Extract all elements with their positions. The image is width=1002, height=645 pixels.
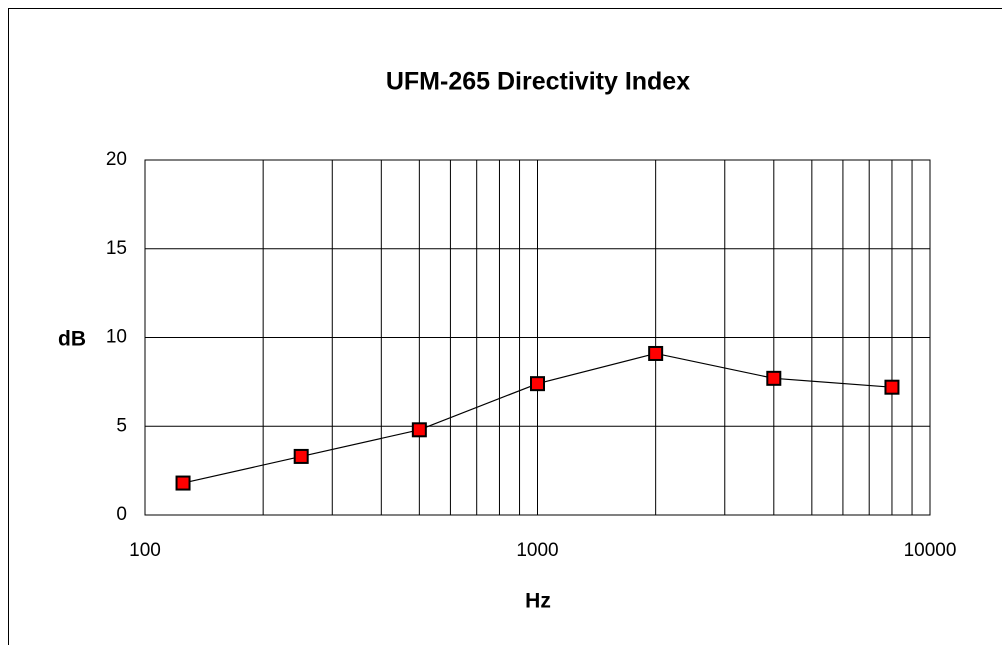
- data-point: [411, 422, 427, 438]
- x-tick-label: 10000: [904, 540, 957, 561]
- y-tick-label: 10: [106, 327, 127, 348]
- chart-title: UFM-265 Directivity Index: [386, 68, 690, 96]
- y-tick-label: 20: [106, 149, 127, 170]
- chart-frame: [8, 8, 1002, 645]
- x-tick-label: 1000: [516, 540, 558, 561]
- data-point: [530, 376, 545, 392]
- data-point: [766, 370, 782, 386]
- y-tick-label: 5: [116, 415, 127, 436]
- data-point: [175, 475, 191, 491]
- x-axis-label: Hz: [525, 590, 551, 613]
- y-axis-label: dB: [58, 328, 86, 351]
- data-point: [293, 448, 309, 464]
- data-point: [648, 345, 664, 361]
- y-tick-label: 15: [106, 238, 127, 259]
- y-tick-label: 0: [116, 504, 127, 525]
- data-point: [884, 379, 900, 395]
- x-tick-label: 100: [129, 540, 161, 561]
